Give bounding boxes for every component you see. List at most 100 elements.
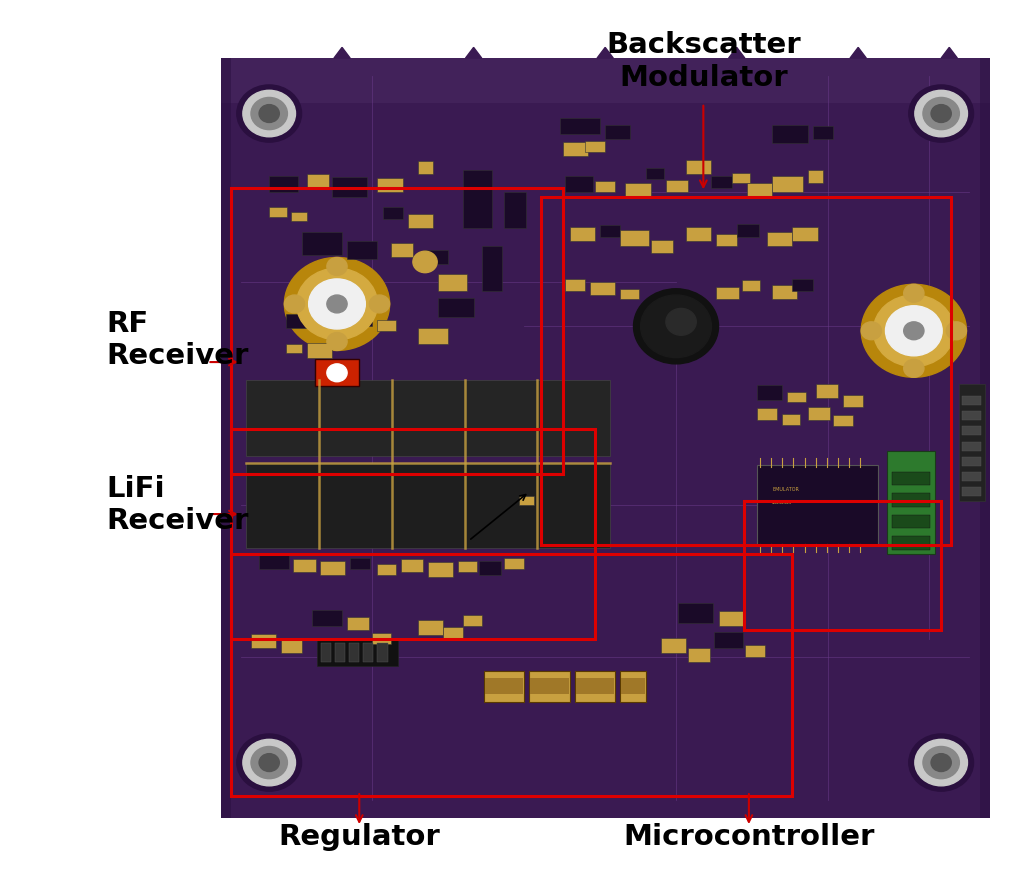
Bar	[231, 429, 594, 639]
Bar	[716, 287, 738, 299]
Bar	[269, 176, 297, 192]
Bar	[621, 679, 644, 694]
Bar	[600, 225, 620, 237]
Bar	[714, 632, 742, 648]
Bar	[665, 180, 687, 192]
Bar	[246, 380, 610, 456]
Bar	[685, 227, 711, 241]
Bar	[815, 384, 837, 398]
Circle shape	[945, 322, 966, 340]
Bar	[286, 314, 311, 328]
Bar	[891, 472, 929, 485]
Bar	[832, 415, 852, 426]
Bar	[529, 670, 569, 702]
Bar	[349, 643, 359, 662]
Bar	[390, 243, 412, 257]
Bar	[259, 553, 289, 569]
Circle shape	[860, 322, 881, 340]
Circle shape	[243, 90, 295, 137]
Circle shape	[243, 739, 295, 786]
Circle shape	[908, 734, 973, 791]
Bar	[716, 234, 736, 246]
Bar	[741, 280, 759, 291]
Circle shape	[284, 295, 304, 313]
Bar	[782, 414, 800, 425]
Circle shape	[284, 257, 389, 350]
Bar	[458, 561, 476, 572]
Bar	[316, 321, 337, 333]
Bar	[771, 285, 797, 299]
Bar	[418, 620, 443, 635]
Text: 44444444: 44444444	[771, 502, 792, 505]
Bar	[320, 643, 331, 662]
Bar	[423, 250, 448, 264]
Bar	[685, 160, 711, 174]
Bar	[316, 639, 397, 666]
Circle shape	[922, 746, 958, 779]
Bar	[886, 451, 934, 554]
Bar	[220, 58, 989, 818]
Bar	[650, 240, 672, 253]
Bar	[559, 118, 600, 134]
Polygon shape	[940, 47, 956, 58]
Bar	[625, 183, 650, 197]
Circle shape	[640, 295, 711, 358]
Bar	[293, 559, 315, 572]
Bar	[620, 670, 645, 702]
Bar	[463, 170, 491, 228]
Bar	[428, 562, 453, 577]
Bar	[306, 174, 329, 188]
Circle shape	[872, 295, 953, 367]
Bar	[812, 126, 832, 139]
Bar	[731, 173, 749, 183]
Bar	[483, 670, 524, 702]
Bar	[443, 627, 463, 639]
Bar	[347, 617, 369, 630]
Bar	[620, 230, 648, 246]
Bar	[620, 289, 638, 299]
Polygon shape	[465, 47, 481, 58]
Bar	[979, 58, 989, 818]
Bar	[605, 125, 630, 139]
Circle shape	[860, 284, 966, 377]
Bar	[286, 344, 301, 353]
Bar	[342, 310, 372, 326]
Text: Microcontroller: Microcontroller	[623, 823, 874, 851]
Bar	[746, 183, 771, 197]
Polygon shape	[728, 47, 744, 58]
Bar	[584, 141, 605, 152]
Bar	[743, 501, 940, 630]
Bar	[481, 246, 501, 291]
Bar	[891, 536, 929, 550]
Bar	[961, 457, 980, 466]
Circle shape	[327, 257, 347, 275]
Circle shape	[237, 85, 301, 142]
Bar	[463, 615, 481, 626]
Circle shape	[903, 322, 923, 340]
Bar	[574, 670, 615, 702]
Bar	[756, 408, 776, 420]
Polygon shape	[849, 47, 865, 58]
Bar	[744, 645, 764, 657]
Bar	[377, 643, 387, 662]
Polygon shape	[334, 47, 350, 58]
Text: EMULATOR: EMULATOR	[771, 486, 799, 492]
Circle shape	[259, 105, 279, 122]
Bar	[569, 227, 594, 241]
Bar	[220, 58, 989, 103]
Circle shape	[251, 97, 287, 130]
Bar	[350, 558, 370, 569]
Bar	[314, 359, 359, 386]
Bar	[718, 611, 743, 626]
Bar	[541, 197, 950, 545]
Bar	[958, 384, 984, 501]
Circle shape	[665, 308, 696, 335]
Circle shape	[914, 90, 967, 137]
Circle shape	[922, 97, 958, 130]
Bar	[231, 188, 562, 474]
Bar	[677, 603, 713, 623]
Bar	[807, 407, 829, 420]
Bar	[645, 168, 663, 179]
Bar	[891, 493, 929, 507]
Bar	[332, 177, 367, 197]
